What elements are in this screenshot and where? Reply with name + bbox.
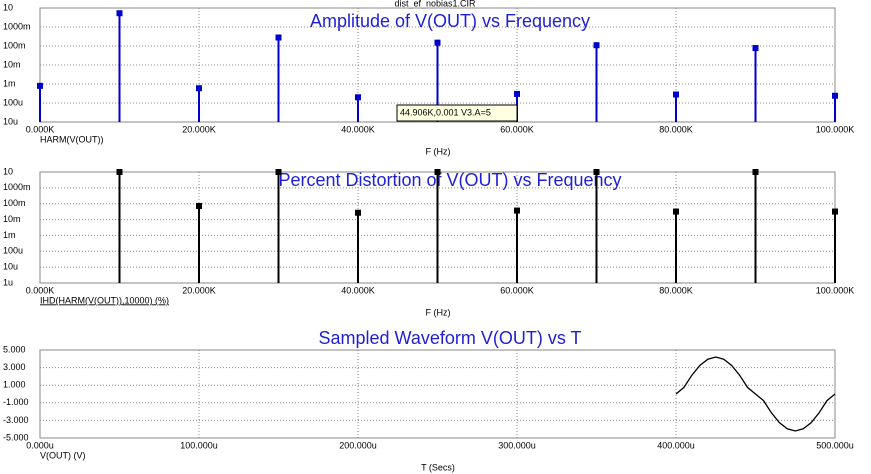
- x-tick-label: 200.000u: [339, 440, 377, 450]
- x-tick-label: 500.000u: [816, 440, 854, 450]
- stem-marker: [434, 39, 441, 46]
- y-tick-label: 10: [3, 2, 13, 12]
- legend-entry: IHD(HARM(V(OUT)),10000) (%): [40, 295, 169, 305]
- y-tick-label: 5.000: [3, 344, 26, 354]
- x-tick-label: 0.000K: [26, 285, 55, 295]
- y-tick-label: 100m: [3, 40, 26, 50]
- stem-marker: [434, 169, 441, 175]
- y-tick-label: 1u: [3, 277, 13, 287]
- x-tick-label: 300.000u: [498, 440, 536, 450]
- x-axis-label: T (Secs): [421, 462, 455, 472]
- chart-title: Amplitude of V(OUT) vs Frequency: [310, 11, 590, 31]
- y-tick-label: 10: [3, 166, 13, 176]
- y-tick-label: 1000m: [3, 182, 31, 192]
- y-tick-label: 100m: [3, 198, 26, 208]
- stem-marker: [832, 208, 838, 215]
- x-tick-label: 100.000K: [816, 285, 855, 295]
- y-tick-label: 1m: [3, 230, 16, 240]
- y-tick-label: 1.000: [3, 380, 26, 390]
- tooltip-box: [396, 104, 518, 122]
- tooltip: 44.906K,0.001 V3.A=5: [400, 107, 491, 117]
- stem-marker: [275, 169, 282, 175]
- x-tick-label: 400.000u: [657, 440, 695, 450]
- legend-entry: HARM(V(OUT)): [40, 134, 104, 144]
- stem-marker: [37, 82, 43, 89]
- y-tick-label: 3.000: [3, 362, 26, 372]
- y-tick-label: 1000m: [3, 21, 31, 31]
- y-tick-label: 100u: [3, 246, 23, 256]
- y-tick-label: 100u: [3, 97, 23, 107]
- x-tick-label: 80.000K: [659, 285, 693, 295]
- line-series: [675, 356, 836, 432]
- y-tick-label: 10u: [3, 116, 18, 126]
- x-tick-label: 80.000K: [659, 124, 693, 134]
- stem-marker: [514, 90, 520, 97]
- y-tick-label: 10u: [3, 262, 18, 272]
- legend-entry: V(OUT) (V): [40, 450, 86, 460]
- stem-marker: [275, 34, 282, 41]
- stem-marker: [355, 94, 361, 101]
- y-tick-label: 10m: [3, 214, 21, 224]
- stem-marker: [514, 207, 520, 214]
- x-axis-label: F (Hz): [426, 146, 451, 156]
- window-title: dist_ef_nobias1.CIR: [394, 0, 476, 8]
- x-tick-label: 100.000u: [180, 440, 218, 450]
- x-tick-label: 20.000K: [182, 285, 216, 295]
- stem-marker: [752, 45, 759, 52]
- stem-marker: [593, 169, 600, 175]
- x-tick-label: 20.000K: [182, 124, 216, 134]
- x-tick-label: 100.000K: [816, 124, 855, 134]
- chart-title: Percent Distortion of V(OUT) vs Frequenc…: [278, 170, 621, 190]
- x-tick-label: 40.000K: [341, 124, 375, 134]
- stem-marker: [355, 209, 361, 216]
- y-tick-label: -1.000: [3, 397, 29, 407]
- stem-marker: [196, 202, 202, 209]
- stem-marker: [752, 169, 759, 175]
- y-tick-label: -3.000: [3, 415, 29, 425]
- x-tick-label: 60.000K: [500, 285, 534, 295]
- stem-marker: [593, 42, 600, 49]
- stem-marker: [673, 91, 679, 98]
- chart-title: Sampled Waveform V(OUT) vs T: [318, 328, 581, 348]
- stem-marker: [196, 85, 202, 92]
- stem-marker: [832, 92, 838, 99]
- x-tick-label: 60.000K: [500, 124, 534, 134]
- stem-marker: [116, 10, 123, 17]
- stem-marker: [673, 208, 679, 215]
- y-tick-label: -5.000: [3, 432, 29, 442]
- y-tick-label: 1m: [3, 78, 16, 88]
- stem-marker: [116, 169, 123, 175]
- x-tick-label: 0.000K: [26, 124, 55, 134]
- y-tick-label: 10m: [3, 59, 21, 69]
- x-axis-label: F (Hz): [426, 307, 451, 317]
- x-tick-label: 40.000K: [341, 285, 375, 295]
- x-tick-label: 0.000u: [26, 440, 54, 450]
